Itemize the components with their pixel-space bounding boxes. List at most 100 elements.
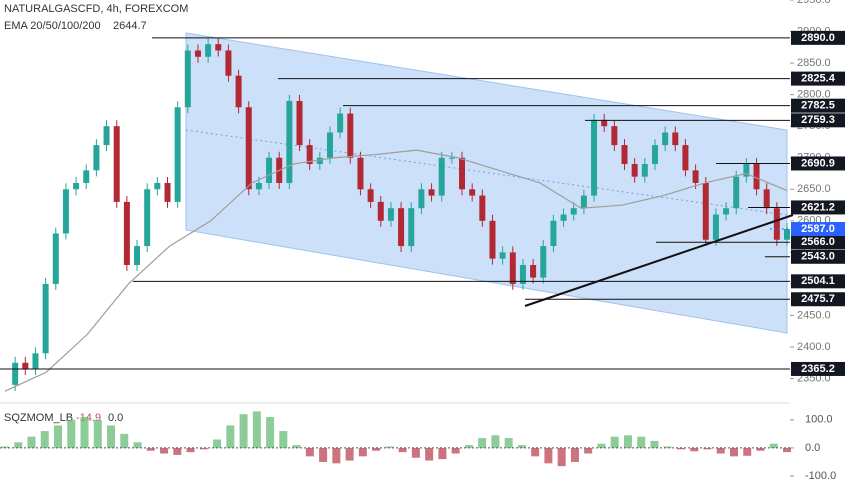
momentum-bar (610, 436, 619, 448)
candle-body (377, 201, 384, 221)
candle-body (316, 157, 323, 165)
momentum-bar (27, 436, 36, 448)
candle-body (509, 252, 516, 284)
candle-body (367, 189, 374, 202)
momentum-bar (67, 419, 76, 448)
candle-body (52, 233, 59, 284)
momentum-bar (544, 447, 553, 464)
y-tick-label: 2400.0 (797, 341, 831, 353)
momentum-bar (345, 447, 354, 461)
level-box (791, 274, 845, 289)
momentum-bar (173, 447, 182, 455)
y-tick-label: 2450.0 (797, 309, 831, 321)
level-label: 2782.5 (801, 100, 835, 112)
level-box (791, 113, 845, 128)
last-price-label: 2587.0 (801, 223, 835, 235)
momentum-bar (358, 447, 367, 457)
candle-body (123, 201, 130, 265)
level-label: 2543.0 (801, 251, 835, 263)
momentum-bar (213, 439, 222, 448)
y-tick-label: 2950.0 (797, 0, 831, 6)
candle-body (733, 176, 740, 209)
candle-body (672, 132, 679, 146)
level-label: 2759.3 (801, 114, 835, 126)
momentum-bar (93, 419, 102, 448)
momentum-bar (14, 442, 23, 448)
momentum-bar (769, 443, 778, 448)
candle-body (215, 44, 222, 51)
momentum-bar (531, 447, 540, 457)
momentum-bar (729, 447, 738, 457)
momentum-bar (120, 433, 129, 448)
candle-body (12, 362, 19, 385)
momentum-bar (80, 417, 89, 448)
candle-body (601, 119, 608, 127)
candle-body (489, 220, 496, 259)
level-box (791, 71, 845, 86)
m-tick-label: 0.0 (805, 442, 820, 454)
candle-body (164, 182, 171, 202)
candle-body (723, 208, 730, 215)
candle-body (530, 264, 537, 278)
level-label: 2475.7 (801, 293, 835, 305)
level-box (791, 156, 845, 171)
candle-body (438, 157, 445, 196)
candle-body (337, 113, 344, 133)
level-box (791, 292, 845, 307)
candle-body (611, 126, 618, 146)
candle-body (479, 195, 486, 221)
candle-body (570, 208, 577, 215)
momentum-bar (438, 447, 447, 460)
momentum-bar (716, 447, 725, 454)
momentum-bar (40, 431, 49, 448)
momentum-bar (186, 447, 195, 453)
candle-body (773, 208, 780, 240)
level-box (791, 200, 845, 215)
momentum-bar (570, 447, 579, 462)
momentum-bar (305, 447, 314, 457)
level-label: 2566.0 (801, 236, 835, 248)
momentum-bar (557, 447, 566, 467)
level-box (791, 249, 845, 264)
momentum-bar (783, 447, 791, 453)
candle-body (113, 126, 120, 202)
momentum-bar (160, 447, 169, 454)
candle-body (255, 182, 262, 190)
candle-body (225, 50, 232, 76)
momentum-bar (676, 447, 685, 450)
candle-body (784, 229, 790, 240)
candle-body (682, 145, 689, 171)
candle-body (245, 107, 252, 190)
momentum-bar (597, 443, 606, 448)
candle-body (692, 170, 699, 183)
y-tick-label: 2800.0 (797, 89, 831, 101)
candle-body (428, 189, 435, 196)
m-tick-label: -100.0 (805, 470, 836, 482)
momentum-bar (279, 431, 288, 448)
candle-body (621, 145, 628, 165)
momentum-bar (226, 425, 235, 448)
candle-body (743, 164, 750, 177)
level-box (791, 30, 845, 45)
candle-body (651, 145, 658, 165)
candle-body (306, 145, 313, 165)
candle-body (560, 214, 567, 221)
momentum-bar (478, 438, 487, 448)
candle-body (550, 220, 557, 247)
candle-body (32, 353, 39, 370)
title: NATURALGASCFD, 4h, FOREXCOM (4, 3, 188, 15)
candle-body (103, 126, 110, 146)
momentum-bar (1, 446, 9, 448)
candle-body (357, 157, 364, 190)
level-label: 2825.4 (801, 73, 836, 85)
momentum-bar (504, 438, 513, 448)
candle-body (144, 189, 151, 247)
momentum-bar (756, 447, 765, 451)
candle-body (408, 208, 415, 247)
level-label: 2890.0 (801, 32, 835, 44)
channel (185, 32, 788, 334)
candle-body (62, 189, 69, 234)
momentum-bar (133, 442, 142, 448)
candle-body (205, 44, 212, 57)
y-tick-label: 2850.0 (797, 57, 831, 69)
